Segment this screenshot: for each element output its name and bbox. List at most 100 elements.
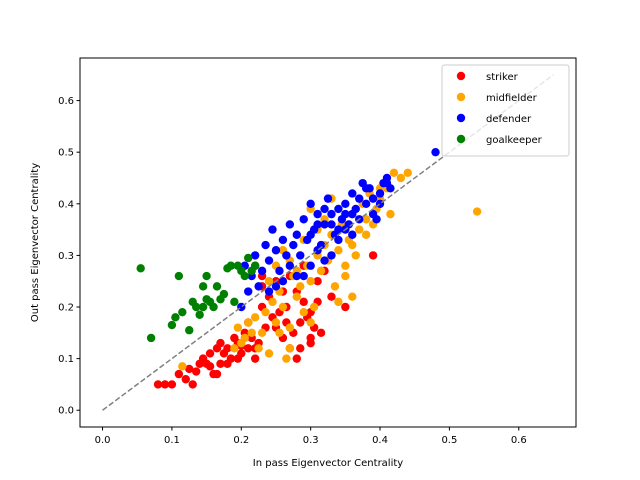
legend-marker <box>456 92 466 102</box>
midfielder-point <box>334 297 343 307</box>
midfielder-point <box>299 307 308 317</box>
midfielder-point <box>341 271 350 281</box>
y-tick-label: 0.0 <box>58 406 74 417</box>
striker-point <box>327 292 336 301</box>
striker-point <box>233 354 243 363</box>
midfielder-point <box>403 168 412 178</box>
midfielder-point <box>285 344 295 353</box>
y-tick-label: 0.1 <box>58 354 74 365</box>
defender-point <box>306 199 315 208</box>
goalkeeper-point <box>185 326 194 335</box>
midfielder-point <box>268 297 277 307</box>
y-tick-label: 0.6 <box>58 96 74 107</box>
striker-point <box>223 359 232 368</box>
midfielder-point <box>178 362 187 371</box>
defender-point <box>327 220 336 229</box>
midfielder-point <box>254 344 263 353</box>
midfielder-point <box>306 277 315 286</box>
goalkeeper-point <box>250 261 260 270</box>
goalkeeper-point <box>230 297 239 307</box>
defender-point <box>271 246 281 255</box>
defender-point <box>306 230 315 239</box>
x-tick-label: 0.3 <box>303 435 319 446</box>
defender-point <box>292 230 301 239</box>
y-tick-label: 0.3 <box>58 251 74 262</box>
midfielder-point <box>330 282 340 291</box>
x-tick-label: 0.4 <box>372 435 388 446</box>
midfielder-point <box>264 277 274 286</box>
y-axis-label: Out pass Eigenvector Centrality <box>30 163 41 322</box>
defender-point <box>431 147 440 157</box>
midfielder-point <box>386 209 395 219</box>
legend-marker <box>456 113 466 123</box>
goalkeeper-point <box>191 302 201 312</box>
striker-point <box>299 297 308 307</box>
legend-label: striker <box>486 72 519 83</box>
goalkeeper-point <box>212 282 222 291</box>
x-axis-label: In pass Eigenvector Centrality <box>253 458 403 469</box>
defender-point <box>282 251 291 260</box>
defender-point <box>361 199 371 208</box>
defender-point <box>375 189 385 198</box>
defender-point <box>271 282 281 291</box>
striker-point <box>244 344 253 353</box>
defender-point <box>320 220 329 229</box>
striker-point <box>216 359 225 368</box>
defender-point <box>254 282 263 291</box>
defender-point <box>348 189 357 198</box>
midfielder-point <box>306 318 315 327</box>
defender-point <box>299 215 308 224</box>
x-tick-label: 0.2 <box>233 435 249 446</box>
x-axis: 0.0 0.1 0.2 0.3 0.4 0.5 0.6 <box>95 427 527 446</box>
goalkeeper-point <box>167 320 177 330</box>
striker-point <box>205 349 215 358</box>
defender-point <box>334 204 343 214</box>
plot-area <box>102 74 554 411</box>
midfielder-point <box>292 292 301 301</box>
midfielder-point <box>361 215 371 224</box>
defender-point <box>334 225 343 234</box>
midfielder-point <box>282 354 291 363</box>
defender-point <box>355 194 364 203</box>
x-tick-label: 0.6 <box>511 435 527 446</box>
defender-point <box>285 261 295 270</box>
midfielder-point <box>355 225 364 234</box>
midfielder-point <box>247 328 256 338</box>
striker-point <box>316 328 326 338</box>
midfielder-point <box>278 302 288 312</box>
striker-point <box>181 375 190 384</box>
series-midfielder <box>178 168 482 371</box>
defender-point <box>348 230 357 239</box>
legend-label: midfielder <box>486 93 538 104</box>
defender-point <box>320 204 329 214</box>
defender-point <box>348 209 357 219</box>
defender-point <box>278 277 288 286</box>
x-tick-label: 0.5 <box>441 435 457 446</box>
midfielder-point <box>285 323 295 332</box>
midfielder-point <box>309 302 319 312</box>
defender-point <box>320 256 329 265</box>
defender-point <box>313 209 322 219</box>
defender-point <box>244 287 253 296</box>
goalkeeper-point <box>178 307 187 317</box>
y-tick-label: 0.5 <box>58 148 74 159</box>
midfielder-point <box>334 246 343 255</box>
legend: striker midfielder defender goalkeeper <box>441 64 570 157</box>
goalkeeper-point <box>219 289 229 299</box>
striker-point <box>223 344 232 353</box>
defender-point <box>275 266 284 276</box>
midfielder-point <box>230 344 239 353</box>
striker-point <box>167 380 177 389</box>
goalkeeper-point <box>240 271 249 281</box>
defender-point <box>261 240 270 250</box>
x-tick-label: 0.1 <box>164 435 180 446</box>
y-tick-label: 0.4 <box>58 199 74 210</box>
defender-point <box>334 235 343 245</box>
legend-label: goalkeeper <box>486 135 543 146</box>
striker-point <box>188 380 197 389</box>
striker-point <box>153 380 163 389</box>
midfielder-point <box>361 230 371 239</box>
striker-point <box>313 277 322 286</box>
defender-point <box>257 266 267 276</box>
defender-point <box>292 271 301 281</box>
